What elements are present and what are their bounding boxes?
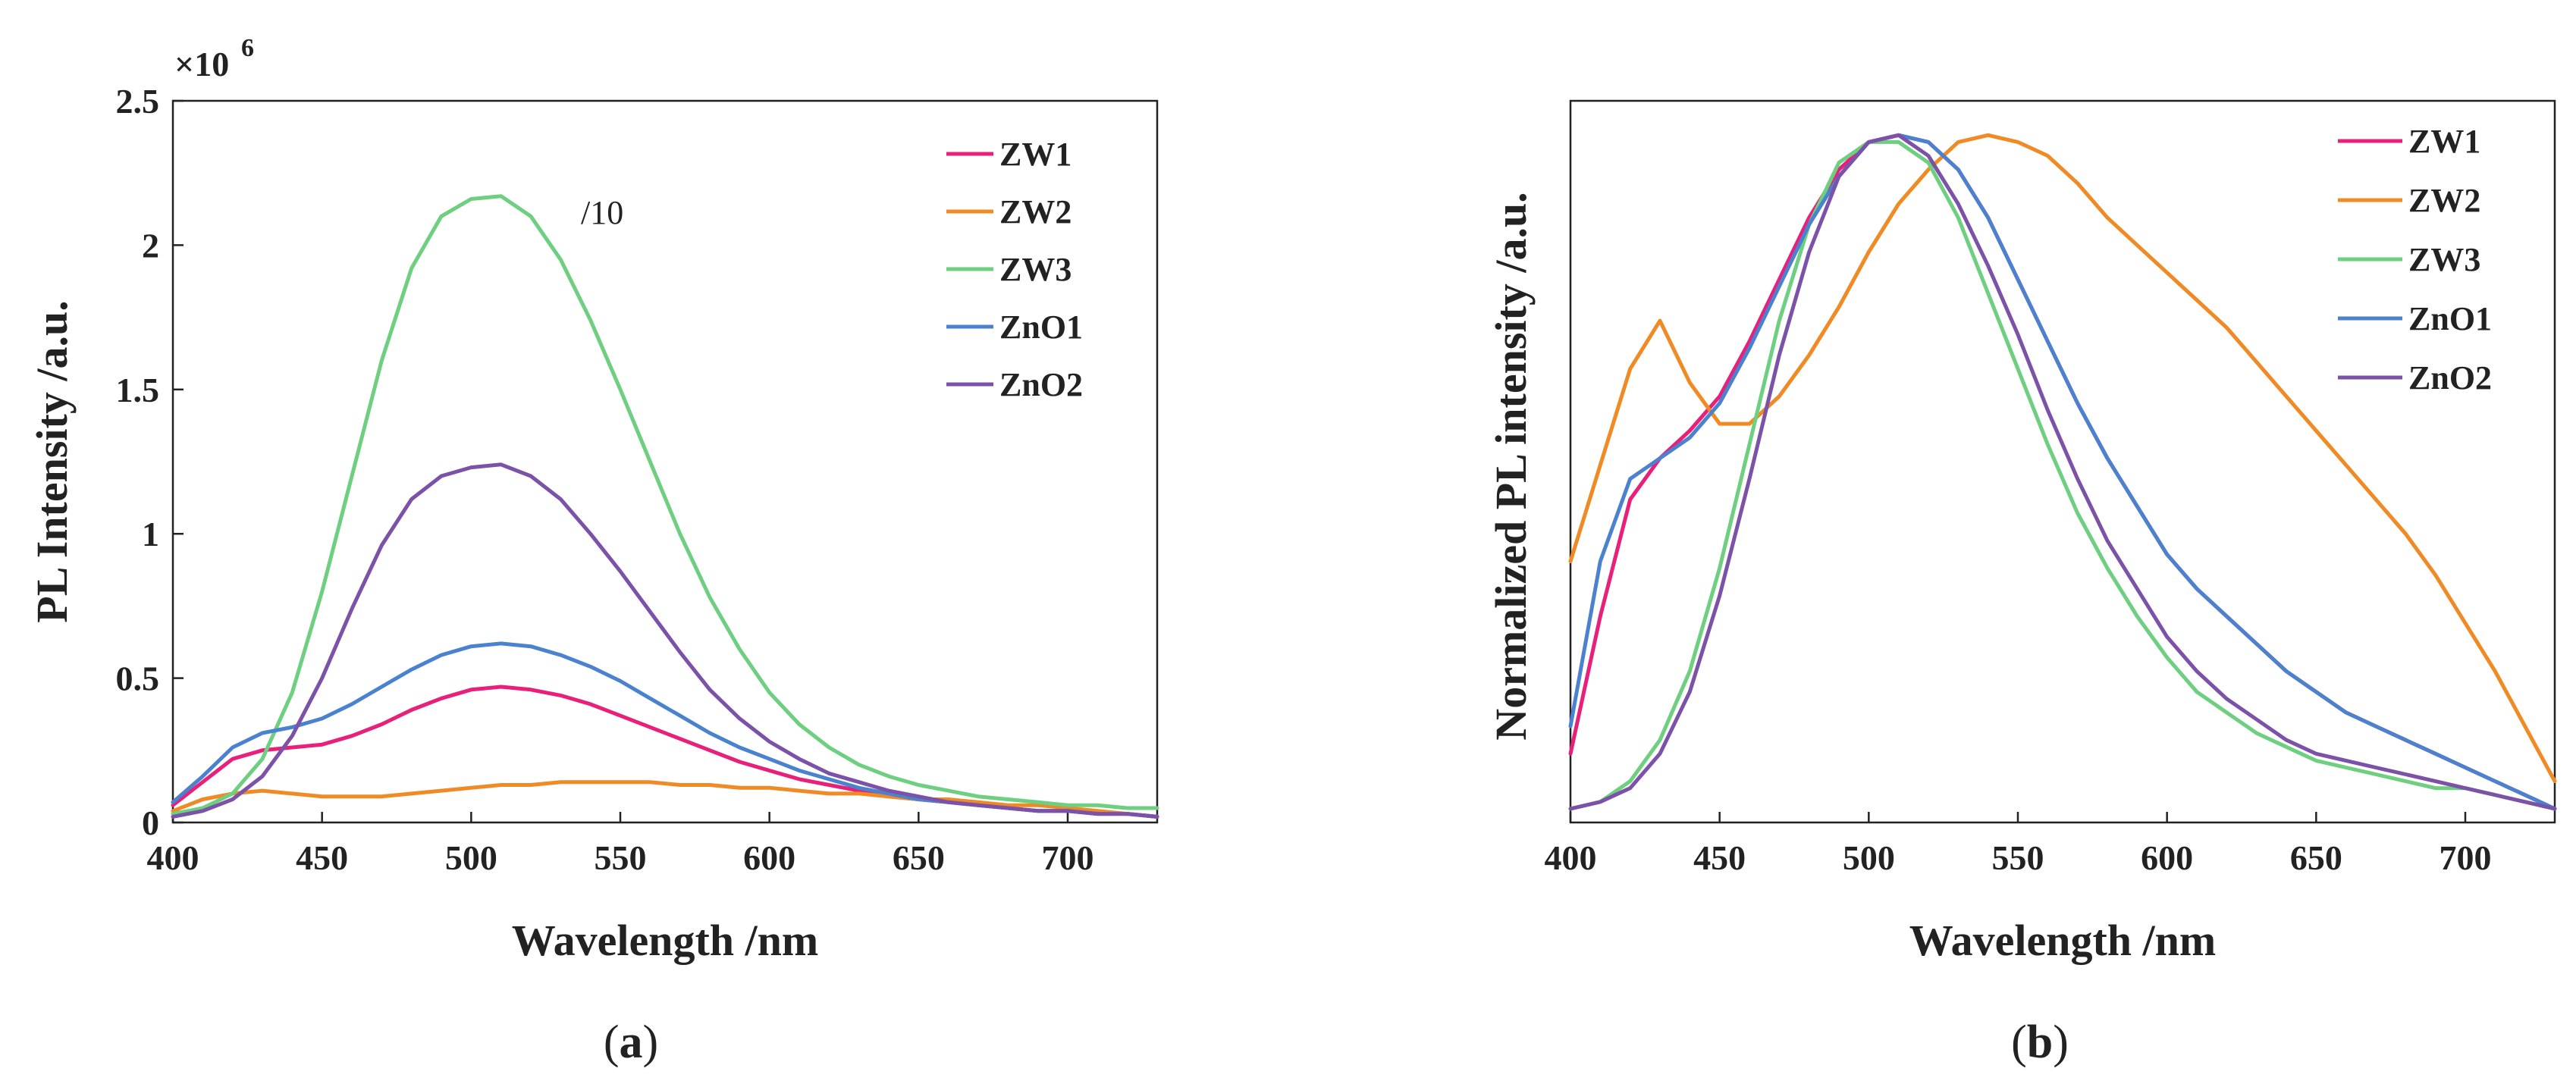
panel-a-y-multiplier: ×10 6 — [174, 34, 254, 83]
panel-b-x-axis: 400 450 500 550 600 650 700 — [1545, 812, 2492, 877]
panel-a-x-tick-label: 650 — [893, 838, 945, 877]
panel-a-series — [171, 194, 1159, 819]
panel-b-legend-label-zw1: ZW1 — [2408, 123, 2480, 160]
panel-a-y-tick-label: 0.5 — [116, 659, 160, 698]
panel-a-y-tick-label: 1.5 — [116, 371, 160, 409]
panel-a-x-tick-label: 600 — [743, 838, 795, 877]
panel-b-series-zno1 — [1568, 133, 2557, 811]
panel-b-x-tick-label: 550 — [1992, 838, 2044, 877]
panel-a-x-axis-title: Wavelength /nm — [512, 916, 818, 965]
panel-a-x-tick-label: 550 — [595, 838, 647, 877]
panel-b-x-tick-label: 500 — [1843, 838, 1895, 877]
panel-b-y-axis-title: Normalized PL intensity /a.u. — [1486, 192, 1536, 740]
panel-a-x-tick-label: 400 — [147, 838, 199, 877]
panel-a-x-axis: 400 450 500 550 600 650 700 — [147, 812, 1094, 877]
panel-b-legend-label-zno2: ZnO2 — [2408, 359, 2492, 396]
panel-a-legend-label-zno1: ZnO1 — [999, 309, 1083, 346]
panel-a-legend-label-zno2: ZnO2 — [999, 366, 1083, 403]
panel-a-legend: ZW1 ZW2 ZW3 ZnO1 ZnO2 — [946, 136, 1083, 403]
panel-b-legend-label-zno1: ZnO1 — [2408, 300, 2492, 337]
panel-b-legend: ZW1 ZW2 ZW3 ZnO1 ZnO2 — [2338, 123, 2492, 396]
panel-b-label: (b) — [2011, 1017, 2069, 1068]
panel-a-annotation: /10 — [581, 194, 623, 231]
panel-b-legend-label-zw2: ZW2 — [2408, 182, 2480, 219]
panel-a-label-letter: a — [620, 1017, 643, 1068]
panel-a-y-axis: 0 0.5 1 1.5 2 2.5 — [116, 82, 184, 842]
panel-a-y-multiplier-base: ×10 — [174, 45, 229, 83]
panel-a-y-tick-label: 0 — [142, 804, 159, 842]
panel-a-x-tick-label: 500 — [445, 838, 497, 877]
panel-a-y-tick-label: 2 — [142, 226, 159, 265]
panel-b-legend-label-zw3: ZW3 — [2408, 241, 2480, 278]
panel-b-x-tick-label: 650 — [2290, 838, 2342, 877]
panel-b-series-zw3 — [1568, 139, 2557, 811]
panel-a-legend-label-zw3: ZW3 — [999, 251, 1072, 288]
panel-a-label: (a) — [604, 1017, 658, 1068]
panel-b-label-letter: b — [2027, 1017, 2053, 1068]
panel-a-series-zw2 — [171, 780, 1159, 819]
panel-b-series — [1568, 133, 2557, 811]
panel-a-y-tick-label: 2.5 — [116, 82, 160, 121]
panel-b-series-zno2 — [1568, 133, 2557, 811]
panel-b: 400 450 500 550 600 650 700 ZW1ZW2ZW3ZnO1ZnO2 … — [1486, 99, 2557, 1068]
panel-a-legend-label-zw1: ZW1 — [999, 136, 1072, 173]
panel-a-legend-label-zw2: ZW2 — [999, 193, 1072, 230]
panel-a-axes-frame — [171, 99, 1159, 824]
panel-b-x-tick-label: 700 — [2440, 838, 2492, 877]
panel-a-y-axis-title: PL Intensity /a.u. — [27, 300, 77, 622]
panel-b-x-tick-label: 450 — [1693, 838, 1746, 877]
panel-a-y-multiplier-exponent: 6 — [241, 34, 254, 62]
panel-b-x-tick-label: 600 — [2141, 838, 2193, 877]
panel-a-x-tick-label: 700 — [1042, 838, 1094, 877]
panel-b-series-zw1 — [1568, 133, 2557, 811]
panel-b-series-zw2 — [1568, 133, 2557, 784]
panel-b-x-tick-label: 400 — [1545, 838, 1597, 877]
panel-a-y-tick-label: 1 — [142, 515, 159, 553]
panel-b-axes-frame — [1569, 99, 2556, 824]
panel-a-series-zw3 — [171, 194, 1159, 816]
panel-b-x-axis-title: Wavelength /nm — [1909, 916, 2216, 965]
panel-a-series-zno2 — [171, 462, 1159, 819]
panel-a-x-tick-label: 450 — [296, 838, 348, 877]
panel-a: ×10 6 /10 400 450 500 550 600 650 700 0 0.5 1 1.5… — [27, 34, 1159, 1068]
panel-a-series-zno1 — [171, 641, 1159, 819]
